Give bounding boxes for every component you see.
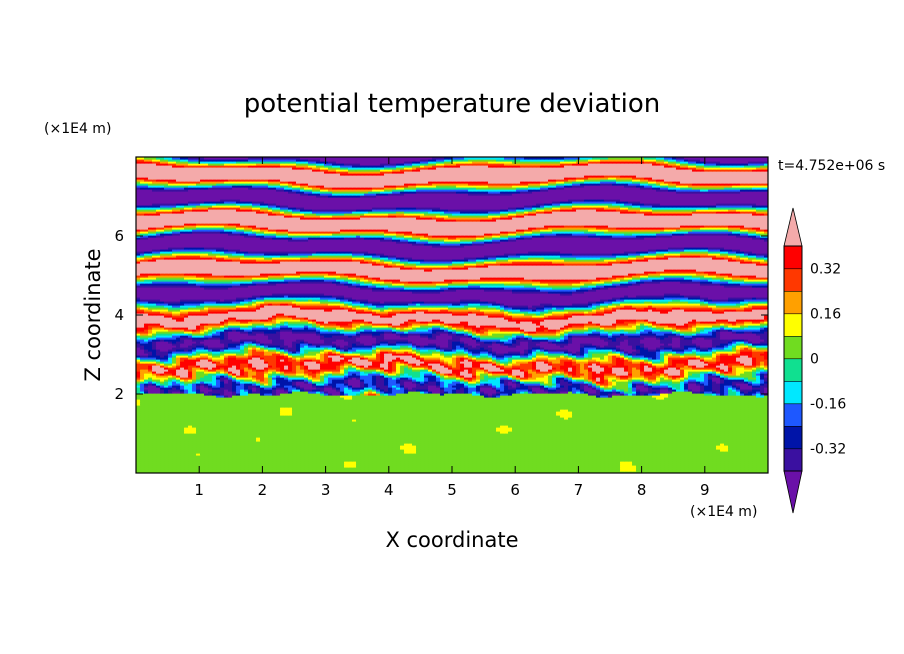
- chart-title: potential temperature deviation: [244, 89, 660, 119]
- time-label: t=4.752e+06 s: [778, 158, 885, 174]
- plot-area: [136, 157, 769, 474]
- y-unit-label: (×1E4 m): [44, 121, 111, 137]
- contour-field: [136, 157, 769, 474]
